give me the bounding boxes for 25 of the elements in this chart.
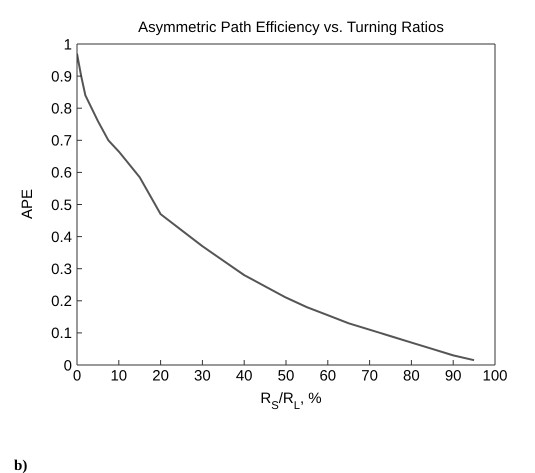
text: b) xyxy=(14,458,28,473)
x-tick-label: 20 xyxy=(152,368,169,385)
y-tick-label: 0.5 xyxy=(51,196,72,214)
y-axis-title: APE xyxy=(19,188,36,220)
x-tick-label: 60 xyxy=(319,368,336,385)
y-tick-label: 0.2 xyxy=(51,293,72,310)
x-tick-label: 90 xyxy=(444,368,462,385)
y-tick-label: 0.8 xyxy=(51,100,72,118)
y-tick-label: 0.3 xyxy=(51,261,72,278)
x-axis-title: R$_{S}$/R$_{L}$, % xyxy=(260,390,322,412)
chart-title: Asymmetric Path Efficiency vs. Turning Ratios xyxy=(138,19,444,36)
x-tick-label: 40 xyxy=(236,368,253,385)
x-tick-label: 80 xyxy=(403,368,420,385)
x-tick-label: 70 xyxy=(361,368,378,385)
y-tick-label: 0.4 xyxy=(51,228,72,246)
y-tick-label: 0.7 xyxy=(51,132,72,150)
y-tick-label: 0.1 xyxy=(51,325,72,342)
x-tick-label: 100 xyxy=(482,368,508,385)
x-tick-label: 30 xyxy=(194,368,211,385)
y-tick-label: 0.9 xyxy=(51,68,72,86)
y-tick-label: 0.6 xyxy=(51,164,72,182)
y-tick-label: 1 xyxy=(64,36,72,54)
x-tick-label: 50 xyxy=(278,368,294,385)
line-series xyxy=(77,52,476,362)
x-tick-label: 10 xyxy=(110,368,128,385)
